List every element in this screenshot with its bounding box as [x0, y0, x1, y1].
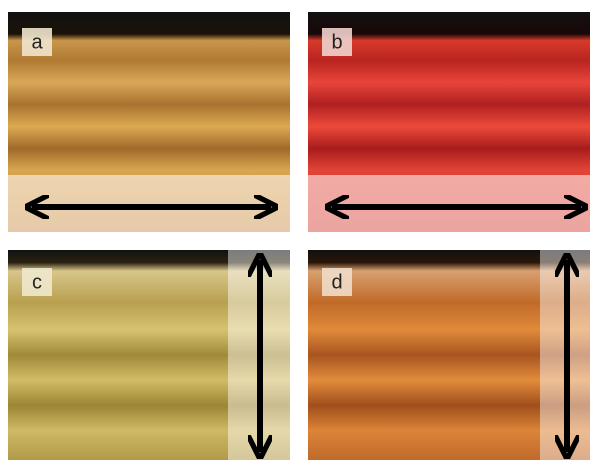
polarizer-band	[8, 175, 290, 232]
figure: a b c d	[0, 0, 593, 462]
panel-label: a	[31, 31, 43, 53]
polarizer-band	[308, 175, 590, 232]
panel-a: a	[8, 12, 290, 232]
panel-b: b	[308, 12, 590, 232]
panel-label: c	[32, 271, 42, 293]
panel-c: c	[8, 250, 290, 460]
panel-label: d	[331, 271, 342, 293]
panel-d: d	[308, 250, 590, 460]
panel-label: b	[331, 31, 342, 53]
